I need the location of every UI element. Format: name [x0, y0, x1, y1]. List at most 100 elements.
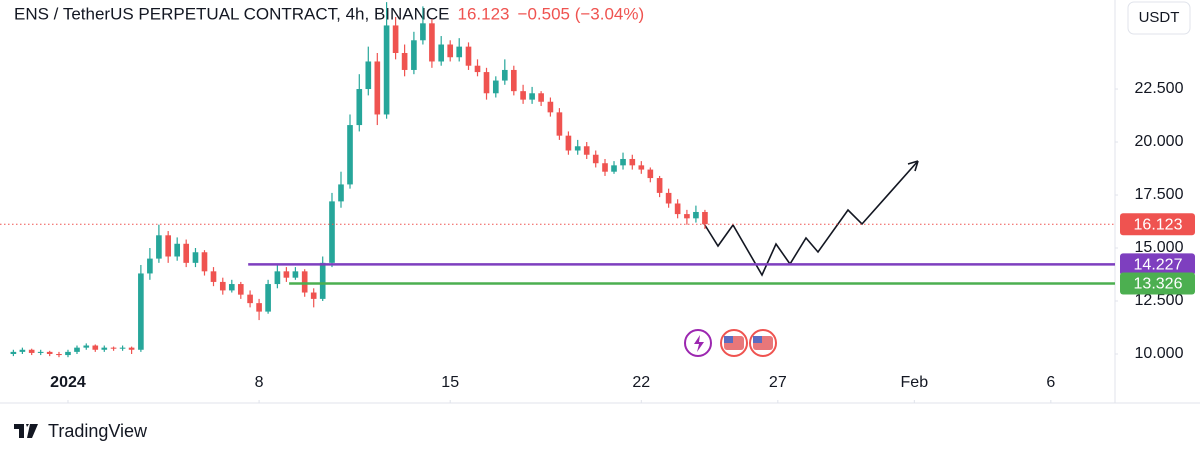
candle-body — [520, 91, 526, 100]
candle-body — [28, 349, 35, 353]
candle-body — [283, 271, 290, 278]
candle-body — [201, 252, 208, 272]
candle-body — [620, 158, 626, 166]
x-tick-label: 27 — [769, 374, 787, 391]
candle-body — [292, 271, 299, 278]
candle-body — [684, 214, 690, 219]
price-label-box — [1120, 213, 1195, 236]
candle-body — [74, 347, 80, 352]
candle-body — [456, 46, 463, 58]
candle-body — [301, 271, 308, 293]
x-tick-label: 22 — [632, 374, 650, 391]
candle-body — [92, 345, 99, 350]
candle-body — [592, 154, 599, 164]
candle-body — [401, 52, 408, 70]
candle-body — [37, 351, 44, 353]
candle-body — [510, 69, 517, 92]
candle-body — [693, 211, 699, 219]
candle-body — [538, 93, 544, 102]
currency-label[interactable]: USDT — [1139, 9, 1180, 26]
projection-drawing — [702, 160, 919, 277]
candle-body — [638, 165, 645, 170]
currency-button[interactable] — [1127, 1, 1191, 35]
candle-body — [65, 351, 71, 356]
candle-body — [83, 345, 90, 348]
candle-body — [10, 351, 17, 355]
candle-body — [156, 235, 162, 259]
candle-body — [474, 65, 481, 73]
candle-body — [501, 69, 508, 81]
candle-body — [310, 292, 317, 299]
candle-body — [274, 271, 281, 285]
candle-body — [411, 40, 417, 70]
y-tick-label: 12.500 — [1135, 292, 1184, 309]
candle-body — [356, 89, 363, 126]
candle-body — [465, 46, 472, 66]
candle-body — [247, 294, 253, 304]
candle-body — [674, 203, 681, 215]
candle-body — [602, 163, 608, 172]
candle-body — [174, 243, 181, 257]
candle-body — [46, 351, 53, 355]
x-tick-label: 6 — [1046, 374, 1055, 391]
candle-body — [138, 273, 144, 350]
chart-title: ENS / TetherUS PERPETUAL CONTRACT, 4h, B… — [14, 4, 450, 23]
candle-body — [338, 184, 344, 202]
candle-body — [529, 93, 535, 100]
candle-body — [165, 235, 171, 257]
candle-body — [365, 61, 372, 90]
candle-body — [483, 72, 490, 94]
candle-body — [147, 258, 153, 274]
candle-body — [192, 252, 199, 263]
candle-body — [565, 135, 572, 151]
candle-body — [56, 354, 62, 356]
candle-body — [556, 112, 563, 136]
candle-body — [629, 158, 636, 166]
candle-body — [547, 101, 554, 113]
price-label: 13.326 — [1134, 276, 1183, 293]
candle-body — [329, 201, 335, 263]
y-tick-label: 15.000 — [1135, 239, 1184, 256]
candle-body — [110, 347, 117, 349]
candle-body — [611, 165, 617, 172]
candle-body — [228, 284, 235, 291]
candle-body — [347, 125, 353, 185]
y-tick-label: 22.500 — [1135, 80, 1184, 97]
candle-body — [656, 178, 663, 193]
candle-body — [383, 25, 390, 115]
candle-body — [447, 44, 454, 58]
last-price: 16.123 — [458, 4, 510, 23]
candle-body — [101, 347, 108, 350]
candle-body — [392, 25, 399, 53]
candle-body — [128, 347, 135, 350]
candle-body — [574, 146, 581, 151]
x-tick-label: 15 — [441, 374, 459, 391]
candle-body — [19, 349, 26, 352]
candle-body — [210, 271, 217, 282]
y-tick-label: 20.000 — [1135, 133, 1184, 150]
candle-body — [374, 61, 381, 115]
event-icons — [684, 329, 777, 357]
candle-body — [702, 211, 708, 225]
logo — [14, 424, 38, 438]
y-tick-label: 10.000 — [1135, 345, 1184, 362]
candle-body — [429, 23, 435, 62]
price-change: −0.505 (−3.04%) — [518, 4, 645, 23]
candle-body — [219, 281, 226, 291]
candle-body — [256, 303, 262, 312]
brand: TradingView — [48, 421, 148, 441]
x-tick-label: Feb — [901, 374, 929, 391]
price-label: 14.227 — [1134, 257, 1183, 274]
candle-body — [665, 192, 672, 204]
price-label-box — [1120, 272, 1195, 295]
x-tick-label: 8 — [255, 374, 264, 391]
candle-body — [420, 23, 426, 41]
candle-body — [119, 347, 126, 349]
price-label: 16.123 — [1134, 216, 1183, 233]
price-label-box — [1120, 253, 1195, 276]
candle-body — [183, 243, 190, 263]
x-tick-label: 2024 — [50, 374, 86, 391]
candle-body — [319, 262, 326, 299]
